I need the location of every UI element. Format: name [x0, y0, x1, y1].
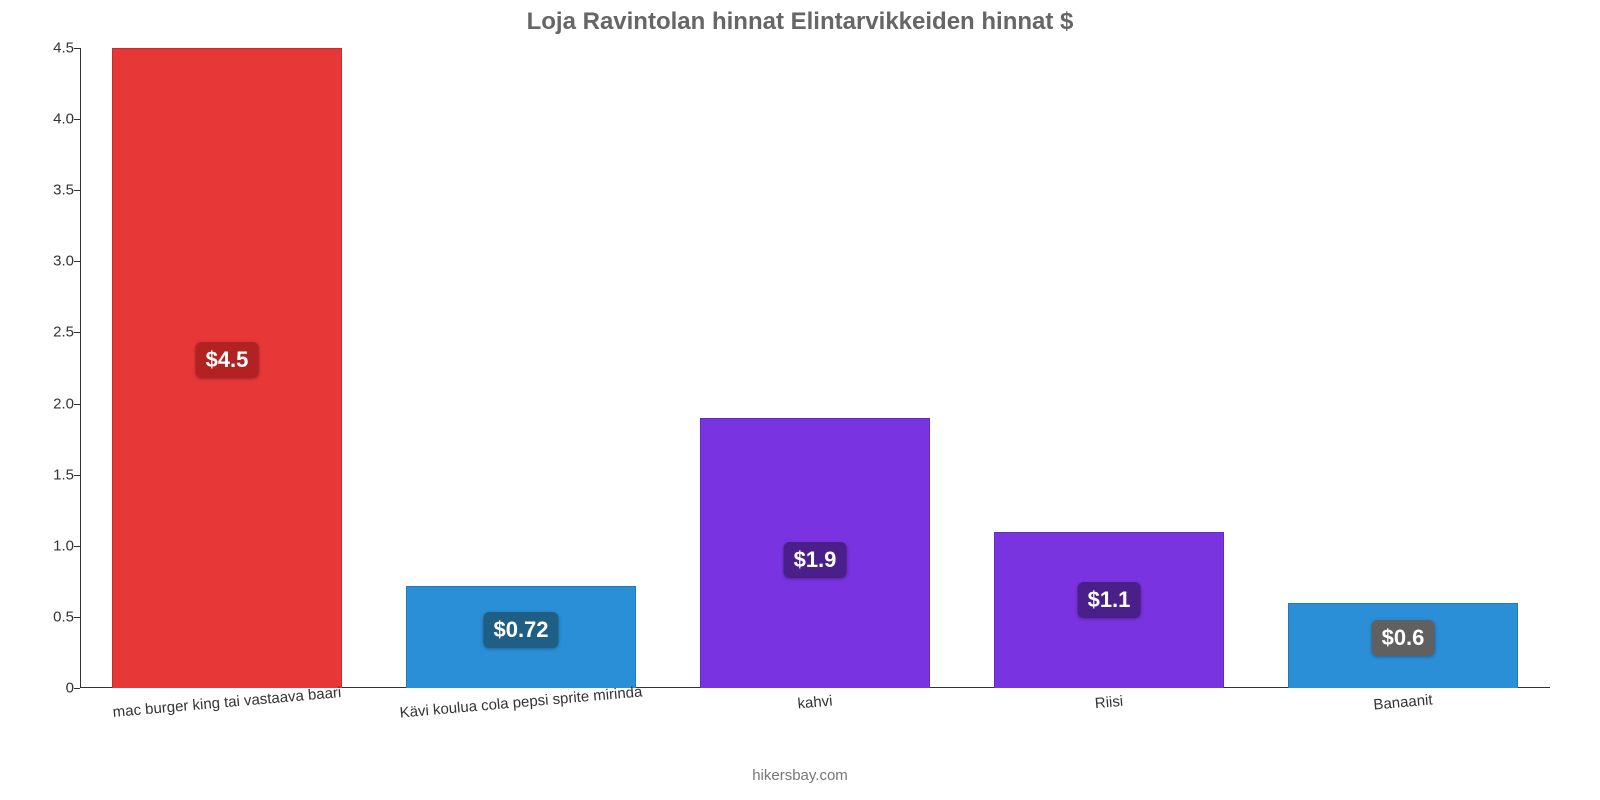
credit-text: hikersbay.com	[0, 767, 1600, 784]
x-label-slot: mac burger king tai vastaava baari	[102, 688, 352, 758]
chart-title: Loja Ravintolan hinnat Elintarvikkeiden …	[0, 8, 1600, 36]
x-label: Kävi koulua cola pepsi sprite mirinda	[399, 683, 643, 721]
value-badge: $1.1	[1078, 582, 1141, 618]
y-tick-label: 0	[26, 680, 74, 697]
chart-container: Loja Ravintolan hinnat Elintarvikkeiden …	[0, 0, 1600, 800]
x-labels: mac burger king tai vastaava baari Kävi k…	[80, 688, 1550, 758]
y-tick-label: 0.5	[26, 608, 74, 625]
y-tick-label: 2.5	[26, 324, 74, 341]
y-tick-label: 3.0	[26, 253, 74, 270]
bar-slot: $1.9	[690, 48, 940, 688]
bar-slot: $0.6	[1278, 48, 1528, 688]
y-tick-label: 4.0	[26, 111, 74, 128]
bars-group: $4.5 $0.72 $1.9 $1.1 $0.6	[80, 48, 1550, 688]
value-badge: $0.72	[483, 612, 558, 648]
x-label-slot: kahvi	[690, 688, 940, 758]
x-label: kahvi	[797, 693, 833, 713]
y-tick-label: 3.5	[26, 182, 74, 199]
x-label-slot: Riisi	[984, 688, 1234, 758]
y-tick-label: 1.5	[26, 466, 74, 483]
bar-slot: $0.72	[396, 48, 646, 688]
x-label-slot: Banaanit	[1278, 688, 1528, 758]
bar-slot: $1.1	[984, 48, 1234, 688]
plot-area: 00.51.01.52.02.53.03.54.04.5 $4.5$0.72$1…	[80, 48, 1550, 688]
value-badge: $0.6	[1372, 620, 1435, 656]
y-tick-label: 4.5	[26, 40, 74, 57]
value-badge: $4.5	[196, 342, 259, 378]
x-label: Banaanit	[1373, 691, 1433, 713]
x-label-slot: Kävi koulua cola pepsi sprite mirinda	[396, 688, 646, 758]
value-badge: $1.9	[784, 542, 847, 578]
x-label: mac burger king tai vastaava baari	[112, 684, 342, 721]
x-label: Riisi	[1094, 693, 1124, 712]
bar-slot: $4.5	[102, 48, 352, 688]
y-tick-label: 2.0	[26, 395, 74, 412]
y-tick-label: 1.0	[26, 537, 74, 554]
